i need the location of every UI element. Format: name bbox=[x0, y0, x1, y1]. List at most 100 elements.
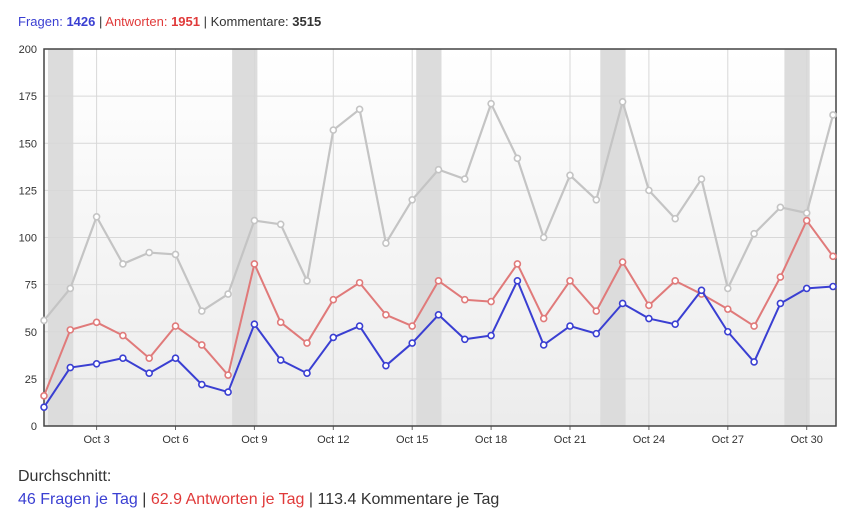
questions-point bbox=[250, 320, 259, 329]
average-title: Durchschnitt: bbox=[18, 468, 112, 485]
answers-point bbox=[645, 301, 653, 310]
questions-point bbox=[539, 341, 548, 349]
comments-point bbox=[276, 220, 285, 229]
comments-point bbox=[776, 203, 785, 212]
answers-point bbox=[776, 273, 785, 281]
comments-point bbox=[224, 290, 232, 298]
answers-label: Antworten: bbox=[105, 14, 168, 29]
comments-point bbox=[618, 97, 627, 106]
answers-point bbox=[198, 341, 206, 349]
questions-point bbox=[645, 314, 653, 323]
plot-frame bbox=[43, 48, 837, 427]
comments-point bbox=[119, 260, 127, 268]
questions-point bbox=[329, 333, 338, 342]
questions-point bbox=[618, 299, 627, 308]
separator: | bbox=[203, 14, 207, 29]
y-tick-label: 50 bbox=[25, 327, 37, 339]
questions-point bbox=[434, 310, 443, 319]
answers-point bbox=[303, 339, 311, 347]
answers-point bbox=[539, 314, 548, 323]
x-tick-label: Oct 3 bbox=[83, 434, 109, 446]
comments-point bbox=[198, 307, 206, 315]
comments-label: Kommentare: bbox=[210, 14, 289, 29]
answers-point bbox=[276, 318, 285, 327]
separator: | bbox=[308, 491, 314, 508]
questions-point bbox=[119, 354, 127, 362]
x-tick-label: Oct 30 bbox=[790, 434, 822, 446]
questions-point bbox=[276, 356, 285, 364]
questions-point bbox=[671, 320, 680, 329]
answers-point bbox=[566, 277, 574, 285]
y-tick-label: 75 bbox=[25, 280, 37, 292]
average-comments: 113.4 Kommentare je Tag bbox=[317, 491, 500, 508]
comments-point bbox=[723, 284, 732, 293]
y-tick-label: 100 bbox=[19, 233, 37, 245]
y-tick-label: 150 bbox=[19, 138, 37, 150]
questions-point bbox=[355, 322, 364, 330]
answers-point bbox=[40, 392, 48, 400]
questions-point bbox=[829, 282, 837, 291]
answers-point bbox=[66, 326, 75, 334]
questions-point bbox=[460, 335, 469, 344]
answers-point bbox=[513, 260, 522, 268]
questions-point bbox=[513, 277, 522, 285]
separator: | bbox=[142, 491, 147, 508]
comments-point bbox=[566, 171, 574, 180]
comments-point bbox=[645, 186, 653, 195]
questions-point bbox=[566, 322, 574, 330]
questions-point bbox=[171, 354, 180, 362]
questions-point bbox=[697, 286, 706, 295]
comments-point bbox=[40, 316, 48, 325]
average-answers: 62.9 Antworten je Tag bbox=[150, 491, 305, 508]
questions-point bbox=[198, 380, 206, 389]
comments-point bbox=[250, 216, 259, 225]
comments-point bbox=[829, 111, 837, 119]
y-tick-label: 0 bbox=[31, 421, 37, 433]
answers-point bbox=[618, 258, 627, 266]
comments-point bbox=[487, 99, 495, 108]
answers-point bbox=[355, 278, 364, 287]
questions-point bbox=[750, 358, 758, 366]
y-tick-label: 200 bbox=[19, 44, 37, 56]
comments-point bbox=[355, 105, 364, 114]
summary-line: Fragen: 1426 | Antworten: 1951 | Komment… bbox=[18, 14, 321, 29]
questions-point bbox=[723, 327, 732, 336]
comments-point bbox=[592, 196, 601, 204]
y-tick-label: 125 bbox=[19, 185, 37, 197]
questions-point bbox=[408, 339, 417, 347]
comments-point bbox=[697, 175, 706, 183]
x-tick-label: Oct 12 bbox=[317, 434, 349, 446]
answers-point bbox=[92, 318, 101, 327]
answers-point bbox=[145, 354, 153, 362]
answers-point bbox=[382, 310, 390, 319]
questions-point bbox=[303, 369, 311, 378]
answers-point bbox=[723, 305, 732, 313]
y-tick-label: 175 bbox=[19, 91, 37, 103]
comments-point bbox=[513, 154, 522, 163]
answers-point bbox=[487, 297, 495, 306]
answers-point bbox=[224, 371, 232, 379]
comments-point bbox=[329, 126, 338, 134]
x-tick-label: Oct 18 bbox=[475, 434, 507, 446]
questions-point bbox=[40, 403, 48, 411]
comments-point bbox=[303, 277, 311, 285]
comments-point bbox=[382, 239, 390, 247]
questions-total: 1426 bbox=[66, 14, 96, 29]
questions-point bbox=[592, 329, 601, 338]
answers-point bbox=[750, 322, 758, 330]
separator: | bbox=[98, 14, 103, 29]
answers-point bbox=[592, 307, 601, 315]
x-tick-label: Oct 27 bbox=[712, 434, 744, 446]
comments-point bbox=[671, 214, 680, 223]
answers-point bbox=[250, 260, 259, 268]
answers-point bbox=[460, 295, 469, 304]
answers-point bbox=[671, 277, 680, 285]
comments-point bbox=[434, 165, 443, 174]
comments-total: 3515 bbox=[292, 14, 322, 29]
answers-point bbox=[829, 252, 837, 261]
comments-point bbox=[92, 212, 101, 221]
x-tick-label: Oct 6 bbox=[162, 434, 188, 446]
answers-point bbox=[802, 216, 811, 225]
comments-point bbox=[408, 196, 417, 204]
comments-point bbox=[750, 229, 758, 238]
